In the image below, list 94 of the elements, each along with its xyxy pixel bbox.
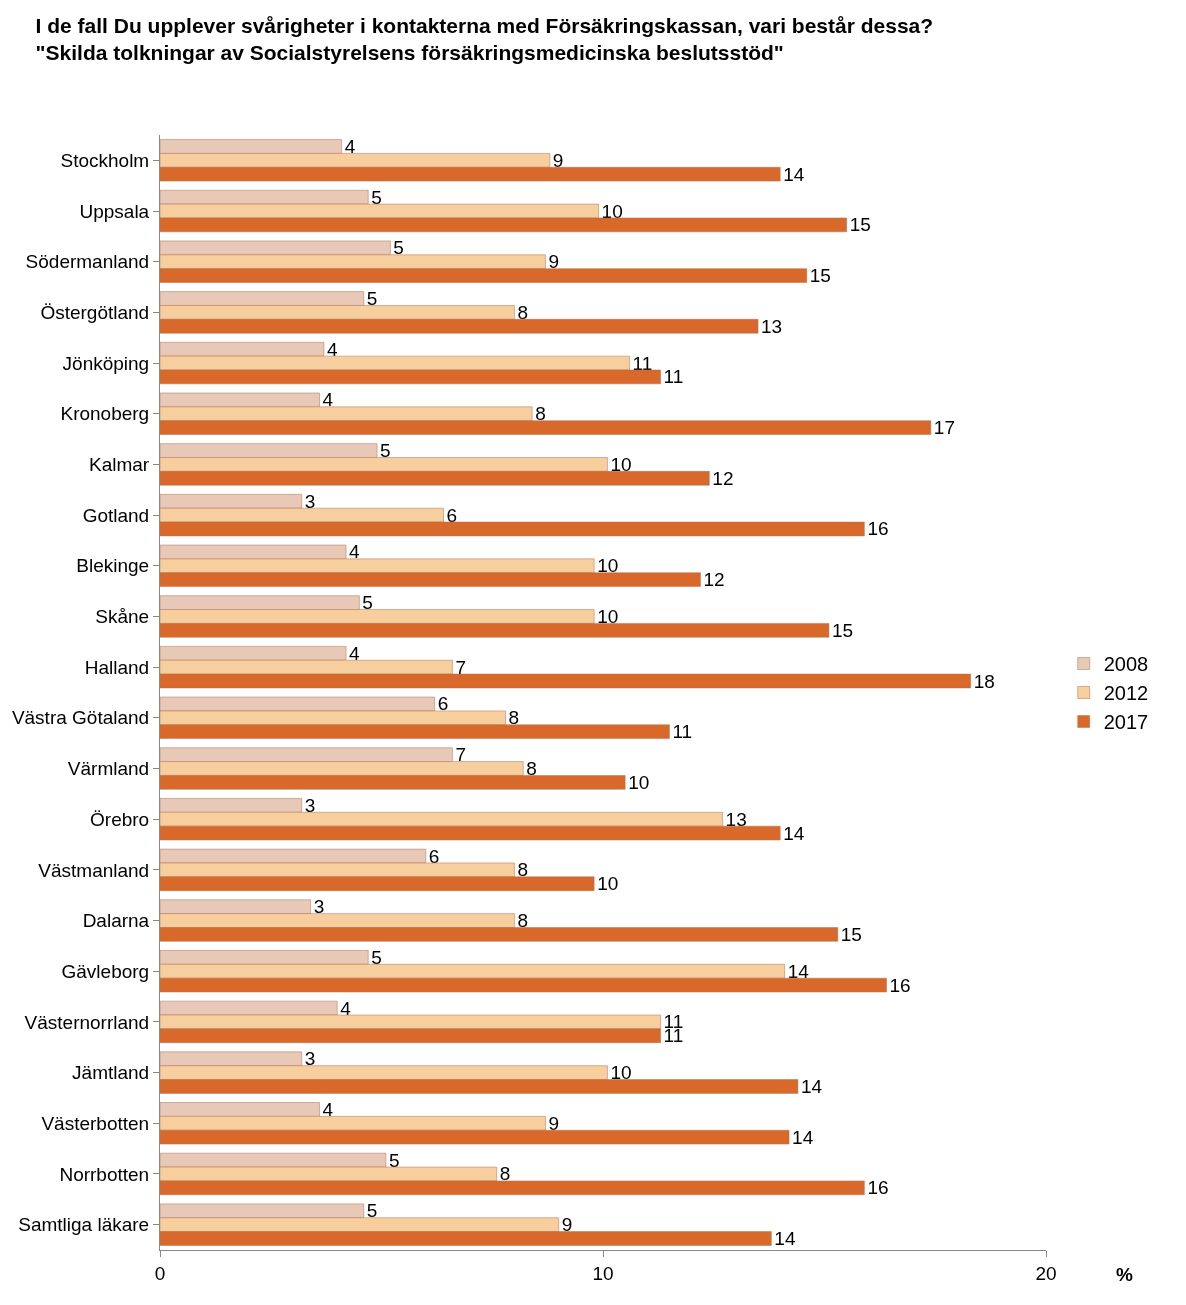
data-label: 15 — [831, 619, 854, 641]
data-label: 7 — [455, 744, 466, 766]
data-label: 5 — [362, 592, 373, 614]
data-label: 10 — [597, 873, 619, 895]
y-tick-label: Stockholm — [60, 149, 150, 171]
data-label: 4 — [326, 338, 338, 360]
data-label: 5 — [366, 288, 378, 310]
x-tick-label: 10 — [592, 1262, 614, 1284]
data-label: 13 — [725, 808, 747, 830]
y-tick-label: Södermanland — [25, 251, 150, 273]
y-tick-label: Gotland — [82, 504, 150, 526]
data-label: 18 — [973, 670, 995, 692]
data-label: 12 — [712, 467, 734, 489]
data-label: 11 — [632, 352, 653, 374]
data-label: 3 — [304, 1048, 316, 1070]
x-tick-label: 20 — [1035, 1262, 1057, 1284]
data-label: 4 — [349, 541, 361, 563]
y-tick-label: Örebro — [90, 808, 150, 830]
y-tick-label: Skåne — [95, 606, 150, 628]
data-label: 4 — [344, 135, 356, 157]
legend-label: 2008 — [1103, 653, 1149, 676]
data-label: 15 — [840, 923, 862, 945]
y-tick-label: Gävleborg — [61, 960, 150, 982]
legend-label: 2012 — [1103, 682, 1149, 705]
y-tick-label: Halland — [84, 656, 150, 678]
data-label: 8 — [499, 1163, 511, 1185]
y-tick-label: Norrbotten — [59, 1163, 150, 1185]
data-label: 16 — [889, 974, 911, 996]
data-label: 3 — [304, 794, 316, 816]
data-label: 8 — [508, 707, 520, 729]
data-label: 8 — [517, 301, 528, 323]
data-label: 3 — [313, 896, 325, 918]
data-label: 8 — [517, 859, 528, 881]
data-label: 4 — [322, 1098, 334, 1120]
data-label: 4 — [322, 389, 334, 411]
data-label: 14 — [774, 1228, 796, 1250]
x-tick-label: 0 — [154, 1262, 166, 1284]
data-label: 9 — [548, 1112, 559, 1134]
y-tick-label: Östergötland — [40, 302, 150, 324]
data-label: 8 — [517, 910, 528, 932]
data-label: 14 — [792, 1126, 814, 1148]
data-label: 5 — [388, 1149, 400, 1171]
y-tick-label: Kronoberg — [60, 403, 150, 425]
data-label: 6 — [437, 693, 449, 715]
data-label: 9 — [552, 149, 564, 171]
y-tick-label: Jämtland — [72, 1062, 150, 1084]
y-tick-label: Västmanland — [38, 859, 150, 881]
y-tick-label: Samtliga läkare — [18, 1214, 150, 1236]
data-label: 6 — [428, 845, 440, 867]
y-tick-label: Värmland — [67, 758, 150, 780]
data-label: 13 — [761, 315, 783, 337]
y-tick-label: Kalmar — [89, 454, 150, 476]
data-label: 14 — [783, 163, 805, 185]
data-label: 7 — [455, 656, 466, 678]
y-tick-label: Uppsala — [79, 200, 150, 222]
data-label: 14 — [783, 822, 805, 844]
data-label: 15 — [809, 265, 831, 287]
data-label: 14 — [800, 1075, 823, 1097]
data-label: 11 — [663, 366, 684, 388]
data-label: 4 — [349, 642, 361, 664]
y-tick-label: Jönköping — [62, 352, 150, 374]
y-tick-label: Blekinge — [76, 555, 150, 577]
data-label: 5 — [393, 237, 404, 259]
data-label: 11 — [672, 721, 693, 743]
data-label: 10 — [610, 1062, 632, 1084]
data-label: 3 — [304, 490, 316, 512]
data-label: 10 — [597, 605, 619, 627]
chart-title: I de fall Du upplever svårigheter i kontakterna med Försäkringskassan, vari består dessa? "Skilda tolkningar av Socialstyrelsens försäkringsmedicinska beslutsstöd" — [35, 13, 934, 64]
data-label: 16 — [867, 518, 889, 540]
data-label: 8 — [526, 758, 537, 780]
y-tick-label: Västernorrland — [24, 1011, 150, 1033]
data-label: 16 — [867, 1177, 889, 1199]
data-label: 14 — [787, 960, 810, 982]
y-tick-label: Västerbotten — [41, 1112, 150, 1134]
data-label: 12 — [703, 569, 725, 591]
data-label: 5 — [371, 186, 382, 208]
data-label: 17 — [933, 417, 955, 439]
data-label: 10 — [597, 555, 619, 577]
data-label: 8 — [535, 403, 546, 425]
data-label: 10 — [628, 771, 650, 793]
x-axis-title: % — [1116, 1264, 1133, 1285]
data-label: 15 — [849, 214, 871, 236]
data-label: 10 — [610, 453, 632, 475]
data-label: 5 — [366, 1200, 378, 1222]
data-label: 5 — [380, 440, 391, 462]
data-label: 9 — [561, 1214, 573, 1236]
y-tick-label: Västra Götaland — [11, 707, 150, 729]
y-tick-label: Dalarna — [82, 910, 150, 932]
data-label: 4 — [340, 997, 352, 1019]
data-label: 6 — [446, 504, 458, 526]
legend-label: 2017 — [1103, 711, 1149, 734]
data-label: 5 — [371, 946, 382, 968]
data-label: 10 — [601, 200, 623, 222]
data-label: 9 — [548, 251, 559, 273]
